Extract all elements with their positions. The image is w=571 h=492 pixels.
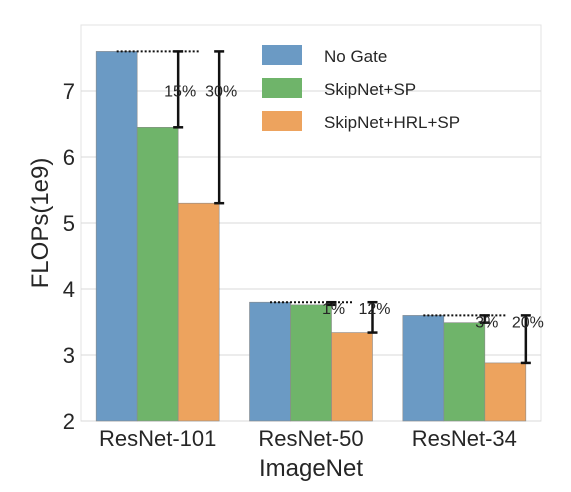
reduction-label-0-2: 30% [205, 83, 237, 100]
y-axis-label: FLOPs(1e9) [27, 158, 54, 289]
bar-1-2 [331, 332, 373, 422]
bar-0-0 [95, 51, 138, 422]
y-tick-label-5: 7 [63, 79, 75, 104]
bar-1-1 [290, 304, 332, 422]
bar-2-0 [402, 315, 445, 422]
reduction-markers: 15% 30% 1% 12% 3% 20% [116, 50, 544, 365]
bar-0-2 [177, 202, 220, 422]
reduction-label-2-2: 20% [512, 314, 544, 331]
legend-swatch-2 [262, 111, 302, 131]
legend-label-1: SkipNet+SP [324, 80, 416, 99]
bar-0-1 [136, 127, 179, 422]
reduction-label-0-1: 15% [164, 83, 196, 100]
legend: No Gate SkipNet+SP SkipNet+HRL+SP [262, 45, 460, 132]
reduction-label-1-1: 1% [322, 301, 345, 318]
y-tick-label-1: 3 [63, 343, 75, 368]
legend-label-0: No Gate [324, 47, 387, 66]
legend-label-2: SkipNet+HRL+SP [324, 113, 460, 132]
y-tick-label-4: 6 [63, 145, 75, 170]
reduction-label-1-2: 12% [358, 301, 390, 318]
y-tick-label-3: 5 [63, 211, 75, 236]
reduction-label-2-1: 3% [475, 314, 498, 331]
x-axis-ticks: ResNet-101 ResNet-50 ResNet-34 [99, 426, 517, 451]
x-tick-label-1: ResNet-50 [258, 426, 363, 451]
y-tick-label-0: 2 [63, 409, 75, 434]
legend-swatch-0 [262, 45, 302, 65]
bar-2-1 [443, 322, 486, 422]
x-axis-label: ImageNet [259, 455, 363, 482]
bars [95, 51, 527, 422]
bar-1-0 [249, 301, 291, 422]
x-tick-label-0: ResNet-101 [99, 426, 216, 451]
y-tick-label-2: 4 [63, 277, 75, 302]
legend-swatch-1 [262, 78, 302, 98]
x-tick-label-2: ResNet-34 [412, 426, 517, 451]
y-axis-ticks: 2 3 4 5 6 7 [63, 79, 75, 434]
bar-2-2 [484, 362, 527, 422]
